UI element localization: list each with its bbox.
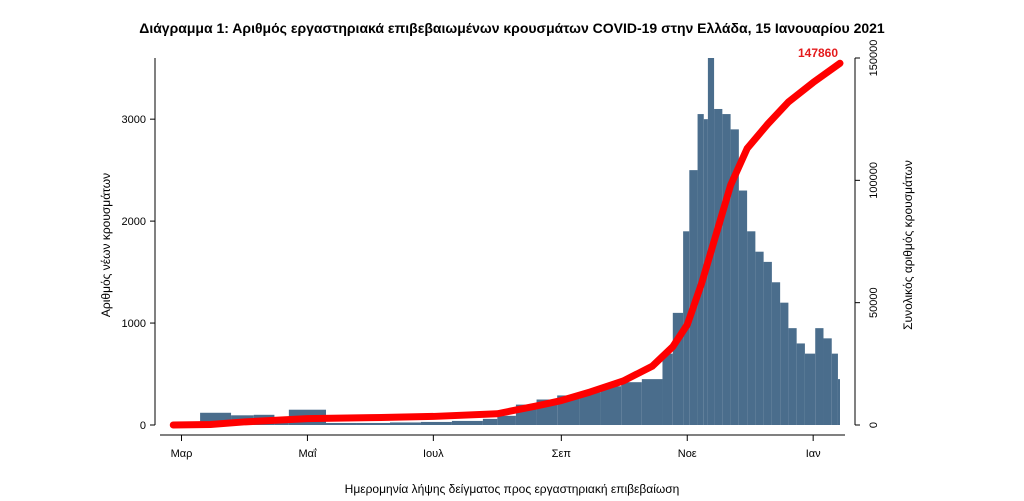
- bar: [579, 392, 601, 425]
- bar: [823, 338, 832, 425]
- y-tick-label: 0: [140, 420, 146, 432]
- x-axis-title: Ημερομηνία λήψης δείγματος προς εργαστηρ…: [345, 482, 680, 496]
- bar: [451, 420, 483, 425]
- bar: [738, 190, 748, 425]
- bar: [672, 312, 684, 425]
- bar: [755, 251, 764, 425]
- x-tick-label: Μαρ: [171, 448, 193, 460]
- total-cases-label: 147860: [798, 46, 838, 60]
- bar: [796, 343, 805, 425]
- y-tick-label: 2000: [122, 216, 146, 228]
- x-tick-label: Μαΐ: [298, 448, 317, 460]
- bar: [788, 328, 797, 425]
- bar: [600, 386, 622, 425]
- bar: [356, 422, 390, 425]
- bar: [831, 353, 838, 425]
- chart-title: Διάγραμμα 1: Αριθμός εργαστηριακά επιβεβ…: [139, 20, 885, 36]
- bar: [747, 231, 756, 425]
- bar: [730, 129, 739, 425]
- y2-tick-label: 0: [868, 422, 880, 428]
- bar: [420, 421, 452, 425]
- bar-series: [173, 58, 840, 426]
- bar: [641, 379, 663, 425]
- bar: [497, 415, 516, 425]
- y-tick-label: 3000: [122, 114, 146, 126]
- bar: [780, 302, 789, 425]
- bar: [482, 418, 498, 425]
- y-axis-title: Αριθμός νέων κρουσμάτων: [99, 173, 113, 317]
- bar: [763, 261, 772, 425]
- x-tick-label: Νοε: [678, 448, 697, 460]
- bar: [714, 108, 723, 425]
- ticks: 0 1000 2000 3000 0 50000 100000 150000 Μαρ Μαΐ Ιου…: [122, 40, 880, 460]
- x-tick-label: Σεπ: [552, 448, 572, 460]
- y2-tick-label: 100000: [868, 162, 880, 199]
- y2-tick-label: 50000: [868, 287, 880, 318]
- bar: [771, 282, 781, 425]
- bar: [621, 382, 642, 425]
- bar: [815, 328, 824, 425]
- y2-axis-title: Συνολικός αριθμός κρουσμάτων: [901, 160, 915, 330]
- bar: [722, 114, 731, 425]
- bar: [804, 353, 816, 425]
- y2-tick-label: 150000: [868, 40, 880, 77]
- y-tick-label: 1000: [122, 318, 146, 330]
- x-tick-label: Ιουλ: [423, 448, 444, 460]
- bar: [697, 114, 704, 425]
- cumulative-line-path: [169, 59, 844, 429]
- cumulative-line: 147860: [169, 46, 844, 429]
- x-tick-label: Ιαν: [806, 448, 821, 460]
- bar: [662, 353, 673, 425]
- bar: [390, 422, 421, 425]
- bar: [837, 379, 840, 425]
- bar: [326, 422, 357, 425]
